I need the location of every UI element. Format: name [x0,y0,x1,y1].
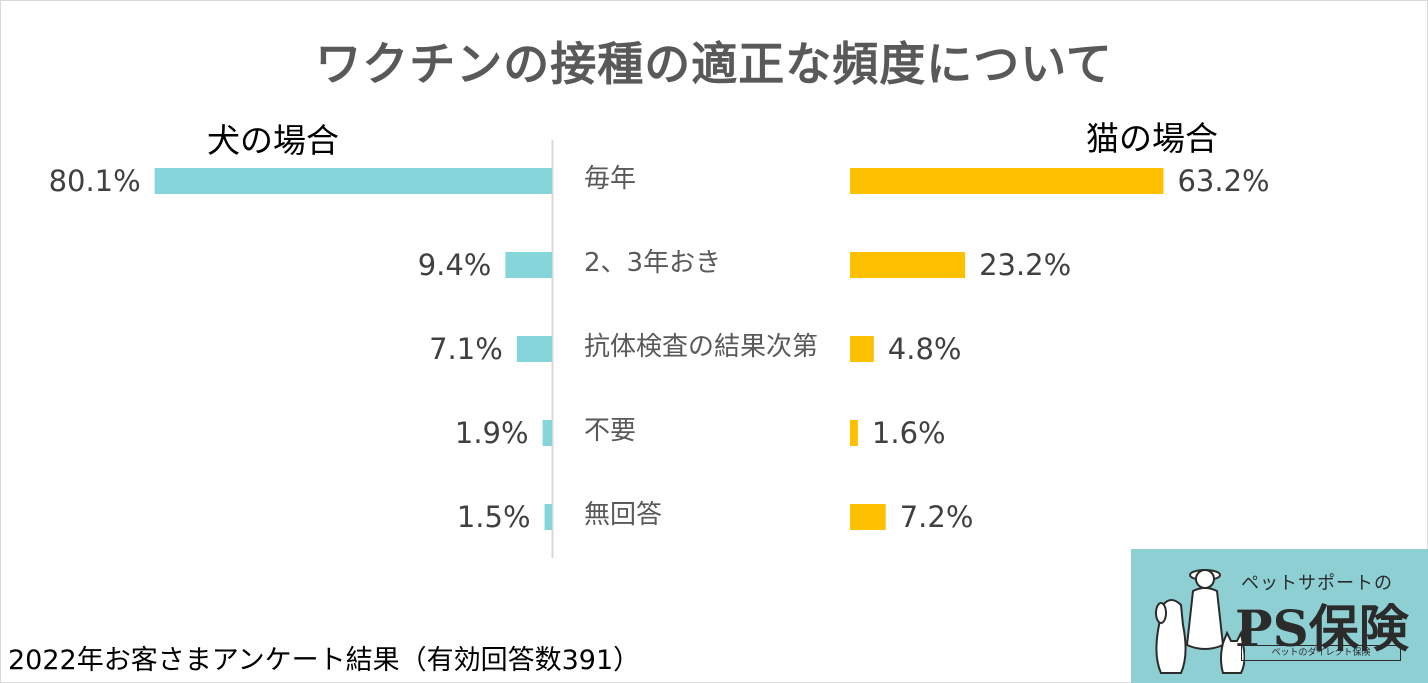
category-label-0: 毎年 [584,164,636,194]
cat-bar-3 [850,420,858,446]
legend-cat: 猫の場合 [1086,119,1218,158]
pet-owner-illustration-icon [1155,569,1245,674]
dog-value-label-4: 1.5% [457,500,531,534]
dog-value-label-1: 9.4% [418,248,492,282]
cat-bar-0 [850,168,1164,194]
cat-value-label-3: 1.6% [872,416,946,450]
category-label-4: 無回答 [584,500,662,530]
category-label-3: 不要 [584,416,636,446]
cat-value-label-1: 23.2% [979,248,1071,282]
ps-insurance-logo: ペットサポートの PS保険 ペットのダイレクト保険 [1131,549,1428,683]
logo-name: PS保険 [1235,599,1409,658]
dog-value-label-0: 80.1% [49,164,141,198]
cat-bar-4 [850,504,886,530]
dog-bar-1 [505,252,552,278]
survey-footnote: 2022年お客さまアンケート結果（有効回答数391） [8,645,641,676]
dog-value-label-3: 1.9% [455,416,529,450]
cat-value-label-2: 4.8% [888,332,962,366]
dog-bar-3 [542,420,552,446]
cat-value-label-0: 63.2% [1177,164,1269,198]
category-label-1: 2、3年おき [584,248,721,278]
chart-title: ワクチンの接種の適正な頻度について [315,37,1113,91]
dog-value-label-2: 7.1% [429,332,503,366]
dog-bar-0 [154,168,553,194]
legend-dog: 犬の場合 [207,121,339,160]
cat-bar-1 [850,252,966,278]
cat-bar-2 [850,336,874,362]
dog-bar-4 [544,504,552,530]
category-label-2: 抗体検査の結果次第 [584,332,818,362]
logo-tagline: ペットサポートの [1241,573,1393,594]
cat-value-label-4: 7.2% [900,500,974,534]
dog-bar-2 [516,336,552,362]
logo-subtitle: ペットのダイレクト保険 [1241,645,1401,661]
